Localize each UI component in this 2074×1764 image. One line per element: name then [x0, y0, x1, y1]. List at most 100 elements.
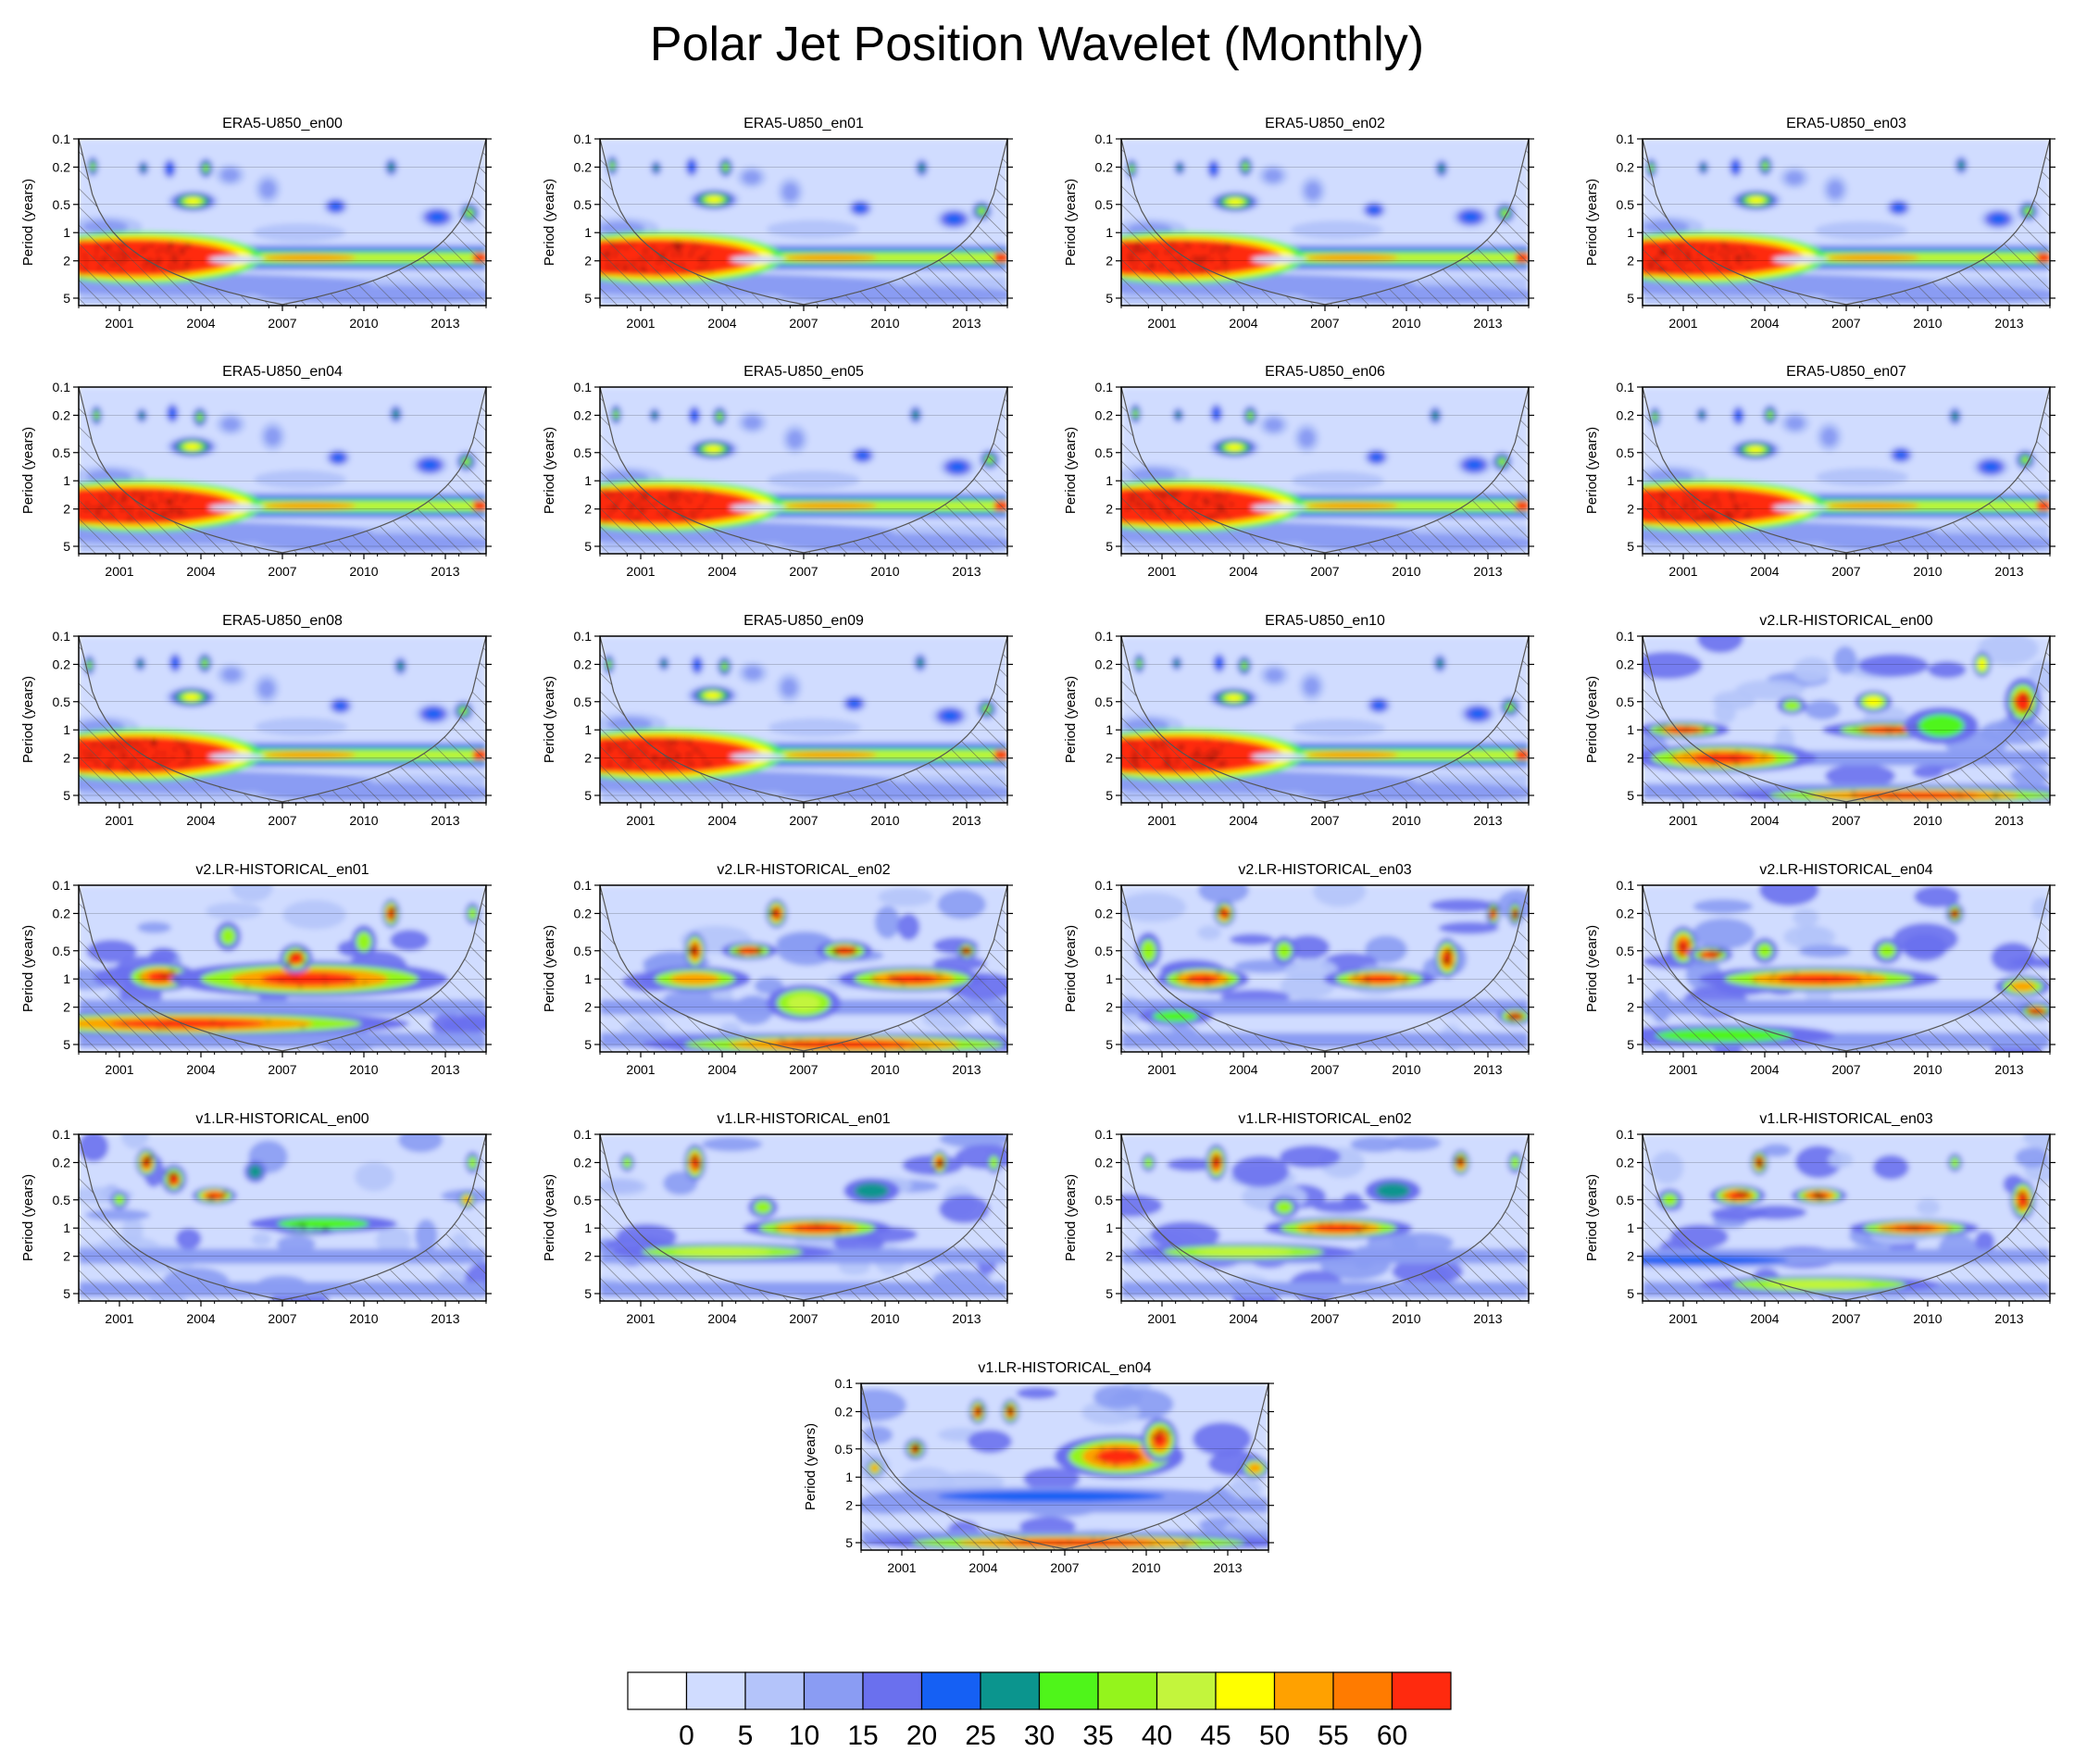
y-tick-label: 5 [584, 291, 592, 306]
wavelet-panel: v1.LR-HISTORICAL_en03 0.1 0.2 0.5 1 2 5 2001 200… [1584, 1111, 2055, 1326]
y-tick-label: 0.1 [1095, 878, 1114, 893]
x-tick-label: 2007 [268, 316, 296, 331]
panel-title: ERA5-U850_en08 [222, 613, 343, 629]
wavelet-panel: ERA5-U850_en02 0.1 0.2 0.5 1 2 5 2001 2004 2007 20… [1063, 116, 1534, 331]
y-tick-label: 0.5 [574, 445, 593, 460]
x-tick-label: 2001 [1668, 1062, 1697, 1077]
colorbar-label: 50 [1259, 1720, 1290, 1751]
y-tick-label: 0.5 [574, 944, 593, 958]
power-field [861, 1383, 1268, 1550]
x-tick-label: 2007 [1310, 564, 1339, 579]
y-tick-label: 0.1 [1095, 1127, 1114, 1142]
x-tick-label: 2013 [952, 1062, 981, 1077]
panel-title: ERA5-U850_en01 [743, 116, 864, 131]
y-tick-label: 1 [584, 971, 592, 986]
wavelet-panel: v2.LR-HISTORICAL_en01 0.1 0.2 0.5 1 2 5 2001 200… [20, 862, 492, 1077]
x-tick-label: 2013 [431, 564, 459, 579]
colorbar-swatch [920, 1671, 981, 1710]
power-field [1643, 885, 2050, 1052]
y-tick-label: 5 [584, 1037, 592, 1052]
y-axis-label: Period (years) [1063, 1174, 1079, 1261]
wavelet-panel: v2.LR-HISTORICAL_en03 0.1 0.2 0.5 1 2 5 2001 200… [1063, 862, 1534, 1077]
wavelet-panel: v1.LR-HISTORICAL_en02 0.1 0.2 0.5 1 2 5 2001 200… [1063, 1111, 1534, 1326]
y-tick-label: 0.1 [53, 1127, 71, 1142]
y-tick-label: 2 [1627, 502, 1634, 517]
x-tick-label: 2007 [1831, 564, 1860, 579]
x-tick-label: 2001 [105, 564, 133, 579]
x-tick-label: 2013 [431, 316, 459, 331]
y-tick-label: 0.5 [1617, 944, 1635, 958]
power-field [1121, 387, 1529, 554]
y-axis-label: Period (years) [1584, 925, 1600, 1012]
x-tick-label: 2001 [1147, 316, 1176, 331]
y-tick-label: 2 [845, 1498, 853, 1513]
y-tick-label: 2 [1106, 751, 1113, 766]
x-tick-label: 2010 [1913, 564, 1942, 579]
x-tick-label: 2001 [626, 1311, 655, 1326]
panel-title: v1.LR-HISTORICAL_en00 [195, 1111, 369, 1127]
y-tick-label: 0.1 [574, 629, 593, 644]
power-field [1643, 636, 2050, 803]
y-tick-label: 0.5 [574, 1193, 593, 1207]
x-tick-label: 2010 [1392, 1311, 1420, 1326]
y-tick-label: 0.2 [1617, 407, 1635, 422]
panel-title: v1.LR-HISTORICAL_en03 [1759, 1111, 1932, 1127]
x-tick-label: 2007 [789, 1062, 818, 1077]
x-tick-label: 2004 [1229, 1062, 1257, 1077]
y-tick-label: 2 [63, 1249, 70, 1264]
x-tick-label: 2013 [1473, 316, 1502, 331]
panel-title: ERA5-U850_en09 [743, 613, 864, 629]
x-tick-label: 2007 [1050, 1560, 1079, 1575]
x-tick-label: 2013 [952, 316, 981, 331]
x-tick-label: 2004 [1229, 1311, 1257, 1326]
wavelet-panel: v2.LR-HISTORICAL_en04 0.1 0.2 0.5 1 2 5 2001 200… [1584, 862, 2055, 1077]
x-tick-label: 2004 [968, 1560, 997, 1575]
colorbar-swatch [1156, 1671, 1217, 1710]
panel-title: ERA5-U850_en05 [743, 364, 864, 380]
y-tick-label: 0.2 [574, 159, 593, 174]
x-tick-label: 2007 [1831, 1311, 1860, 1326]
x-tick-label: 2001 [105, 1311, 133, 1326]
panel-title: ERA5-U850_en10 [1265, 613, 1385, 629]
x-tick-label: 2007 [268, 813, 296, 828]
x-tick-label: 2010 [870, 813, 899, 828]
y-tick-label: 5 [1627, 539, 1634, 554]
wavelet-panel: ERA5-U850_en08 0.1 0.2 0.5 1 2 5 2001 2004 2007 20… [20, 613, 492, 828]
colorbar-label: 0 [679, 1720, 694, 1751]
y-tick-label: 1 [63, 1220, 70, 1235]
y-tick-label: 5 [1627, 788, 1634, 803]
y-tick-label: 0.5 [1617, 197, 1635, 212]
colorbar-swatch [685, 1671, 746, 1710]
x-tick-label: 2004 [1229, 813, 1257, 828]
y-axis-label: Period (years) [20, 1174, 36, 1261]
y-axis-label: Period (years) [1584, 179, 1600, 266]
x-tick-label: 2001 [105, 813, 133, 828]
x-tick-label: 2001 [1668, 316, 1697, 331]
x-tick-label: 2004 [186, 316, 215, 331]
x-tick-label: 2004 [1229, 564, 1257, 579]
x-tick-label: 2001 [626, 564, 655, 579]
x-tick-label: 2004 [186, 564, 215, 579]
x-tick-label: 2007 [1310, 316, 1339, 331]
x-tick-label: 2010 [1913, 1311, 1942, 1326]
x-tick-label: 2010 [1392, 1062, 1420, 1077]
x-tick-label: 2004 [1750, 813, 1779, 828]
x-tick-label: 2013 [431, 1311, 459, 1326]
y-tick-label: 1 [1627, 1220, 1634, 1235]
x-tick-label: 2010 [870, 1062, 899, 1077]
power-field [1121, 139, 1529, 306]
x-tick-label: 2001 [1147, 564, 1176, 579]
figure-title: Polar Jet Position Wavelet (Monthly) [649, 18, 1425, 71]
y-tick-label: 2 [1627, 751, 1634, 766]
y-tick-label: 1 [584, 722, 592, 737]
wavelet-panel: ERA5-U850_en07 0.1 0.2 0.5 1 2 5 2001 2004 2007 20… [1584, 364, 2055, 579]
colorbar-label: 10 [789, 1720, 819, 1751]
x-tick-label: 2001 [1668, 813, 1697, 828]
panel-title: ERA5-U850_en03 [1786, 116, 1906, 131]
y-tick-label: 1 [1627, 722, 1634, 737]
x-tick-label: 2010 [349, 564, 378, 579]
wavelet-panel: ERA5-U850_en06 0.1 0.2 0.5 1 2 5 2001 2004 2007 20… [1063, 364, 1534, 579]
y-tick-label: 0.5 [1095, 1193, 1114, 1207]
